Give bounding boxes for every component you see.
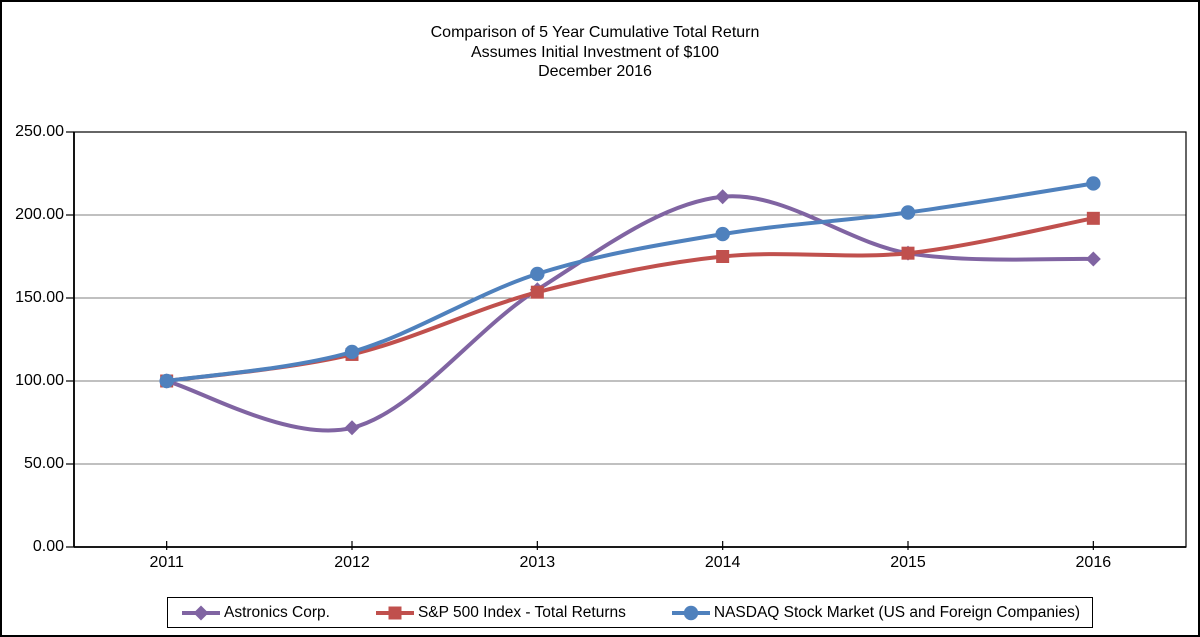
s-p-500-index-total-returns-data-point-marker	[1086, 211, 1100, 225]
legend-nasdaq-stock-market-us-and-foreign-companies-data-point-marker	[683, 605, 699, 620]
s-p-500-index-total-returns-data-point-marker	[716, 250, 730, 263]
astronics-corp-data-point-marker	[715, 189, 731, 205]
nasdaq-stock-market-us-and-foreign-companies-data-point-marker	[159, 373, 174, 389]
s-p-500-index-total-returns-data-point-marker	[530, 285, 544, 299]
y-tick-label: 0.00	[32, 538, 64, 555]
x-tick-label: 2013	[519, 554, 556, 571]
chart-title-line2: Assumes Initial Investment of $100	[470, 43, 720, 61]
nasdaq-stock-market-us-and-foreign-companies-data-point-marker	[1086, 176, 1101, 191]
legend-label: NASDAQ Stock Market (US and Foreign Comp…	[713, 603, 1080, 621]
series-line-nasdaq-stock-market-us-and-foreign-companies	[164, 181, 1096, 383]
legend-marker-diamond-icon	[181, 605, 220, 620]
astronics-corp-data-point-marker	[344, 420, 360, 436]
y-tick-label: 100.00	[15, 372, 64, 389]
x-tick-label: 2011	[149, 554, 184, 571]
legend-s-p-500-index-total-returns-data-point-marker	[388, 606, 402, 619]
nasdaq-stock-market-us-and-foreign-companies-data-point-marker	[530, 266, 545, 282]
legend: Astronics Corp. S&P 500 Index - Total Ret…	[167, 597, 1093, 628]
y-tick-label: 50.00	[23, 455, 64, 472]
legend-item-astronics-corp: Astronics Corp.	[180, 604, 330, 622]
chart-title: Comparison of 5 Year Cumulative Total Re…	[2, 23, 1188, 82]
x-tick-label: 2014	[704, 554, 741, 571]
legend-marker-circle-icon	[671, 605, 710, 620]
legend-astronics-corp-data-point-marker	[193, 605, 209, 620]
legend-label: Astronics Corp.	[223, 603, 330, 621]
chart-title-line1: Comparison of 5 Year Cumulative Total Re…	[430, 24, 760, 41]
chart-title-line3: December 2016	[538, 63, 652, 80]
legend-label: S&P 500 Index - Total Returns	[417, 603, 626, 621]
y-tick-label: 250.00	[15, 123, 64, 140]
y-tick-label: 200.00	[15, 206, 64, 223]
x-tick-label: 2012	[334, 554, 370, 571]
nasdaq-stock-market-us-and-foreign-companies-data-point-marker	[900, 205, 916, 220]
x-tick-label: 2016	[1075, 554, 1112, 571]
legend-item-nasdaq-stock-market-us-and-foreign-companies: NASDAQ Stock Market (US and Foreign Comp…	[670, 604, 1080, 622]
s-p-500-index-total-returns-data-point-marker	[901, 246, 915, 260]
series-line-s-p-500-index-total-returns	[164, 216, 1096, 383]
nasdaq-stock-market-us-and-foreign-companies-data-point-marker	[344, 344, 360, 360]
y-tick-label: 150.00	[15, 289, 64, 306]
series-line-astronics-corp	[164, 194, 1096, 433]
legend-item-s-p-500-index-total-returns: S&P 500 Index - Total Returns	[374, 604, 626, 622]
astronics-corp-data-point-marker	[1085, 251, 1101, 267]
legend-marker-square-icon	[375, 606, 414, 619]
x-tick-label: 2015	[890, 554, 926, 571]
nasdaq-stock-market-us-and-foreign-companies-data-point-marker	[715, 226, 730, 242]
